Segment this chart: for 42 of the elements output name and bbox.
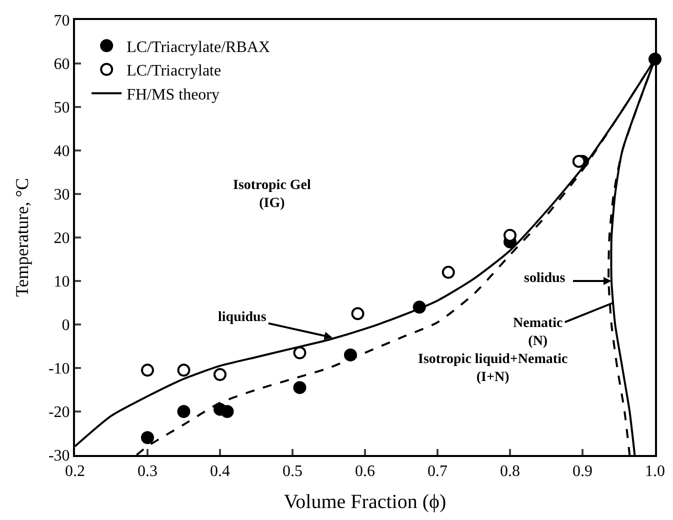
x-tick-label: 0.5 xyxy=(282,463,302,480)
x-axis-title: Volume Fraction (ϕ) xyxy=(284,491,446,514)
point xyxy=(572,154,586,168)
annotation: Isotropic Gel (IG) xyxy=(233,178,312,212)
x-tick-label: 1.0 xyxy=(645,463,665,480)
x-tick-label: 0.9 xyxy=(572,463,592,480)
y-tick-label: 50 xyxy=(54,100,70,117)
point xyxy=(504,228,516,242)
legend-label: FH/MS theory xyxy=(126,86,220,104)
annotation: liquidus xyxy=(218,310,267,325)
y-tick-label: 70 xyxy=(54,12,70,30)
y-axis-title: Temperature, °C xyxy=(12,178,32,297)
y-tick-label: 30 xyxy=(54,186,70,204)
y-tick-label: -10 xyxy=(48,360,70,378)
point xyxy=(214,368,226,382)
point xyxy=(177,364,190,377)
point xyxy=(141,431,154,444)
point xyxy=(141,364,154,377)
y-tick-label: 60 xyxy=(54,56,70,74)
point xyxy=(220,405,234,418)
y-tick-label: 40 xyxy=(54,143,70,160)
legend-label: LC/Triacrylate/RBAX xyxy=(126,38,270,56)
annotation: solidus xyxy=(524,271,566,286)
point xyxy=(177,405,190,418)
x-tick-label: 0.4 xyxy=(210,463,230,480)
x-tick-label: 0.2 xyxy=(65,463,85,480)
x-tick-label: 0.3 xyxy=(138,463,158,480)
legend-label: LC/Triacrylate xyxy=(126,62,222,80)
x-tick-label: 0.7 xyxy=(428,463,448,480)
point xyxy=(351,307,364,320)
y-tick-label: 10 xyxy=(54,274,70,291)
point xyxy=(293,346,306,360)
annotation: Nematic (N) xyxy=(513,316,563,350)
y-tick-label: -30 xyxy=(48,448,70,465)
x-tick-label: 0.8 xyxy=(500,463,520,480)
y-tick-label: -20 xyxy=(48,404,70,422)
point xyxy=(293,381,306,394)
x-tick-label: 0.6 xyxy=(355,463,375,480)
annotation: Isotropic liquid+Nematic (I+N) xyxy=(418,352,568,386)
y-tick-label: 0 xyxy=(62,317,70,334)
y-tick-label: 20 xyxy=(54,230,70,248)
point xyxy=(442,266,455,279)
